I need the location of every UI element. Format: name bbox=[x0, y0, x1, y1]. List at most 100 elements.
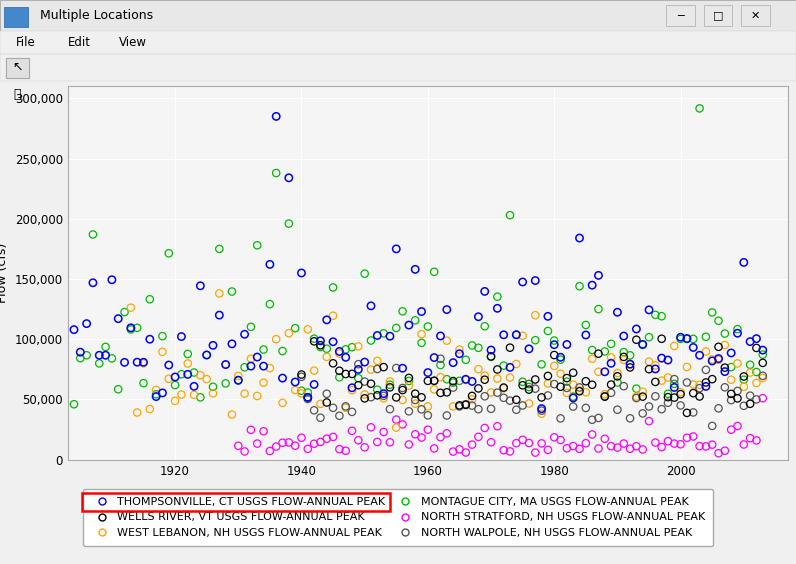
Point bbox=[371, 385, 384, 394]
Point bbox=[314, 413, 327, 422]
Point bbox=[693, 384, 706, 393]
Point bbox=[403, 440, 416, 449]
Point bbox=[308, 439, 321, 448]
Point bbox=[655, 334, 668, 343]
Point bbox=[529, 375, 541, 384]
Point bbox=[302, 325, 314, 334]
Point bbox=[377, 329, 390, 338]
Point bbox=[384, 380, 396, 389]
Point bbox=[712, 316, 725, 325]
Point bbox=[636, 445, 649, 454]
Point bbox=[529, 448, 541, 457]
Point bbox=[560, 373, 573, 382]
Point bbox=[207, 389, 220, 398]
Point bbox=[756, 358, 769, 367]
Point bbox=[283, 173, 295, 182]
Point bbox=[586, 430, 599, 439]
Point bbox=[681, 433, 693, 442]
Point bbox=[93, 359, 106, 368]
Point bbox=[642, 357, 655, 366]
Point bbox=[244, 354, 257, 363]
Legend: THOMPSONVILLE, CT USGS FLOW-ANNUAL PEAK, WELLS RIVER, VT USGS FLOW-ANNUAL PEAK, : THOMPSONVILLE, CT USGS FLOW-ANNUAL PEAK,… bbox=[83, 489, 713, 546]
Point bbox=[434, 332, 447, 341]
Point bbox=[630, 335, 642, 344]
Point bbox=[74, 354, 87, 363]
Point bbox=[194, 393, 207, 402]
Point bbox=[270, 112, 283, 121]
Point bbox=[352, 360, 365, 369]
Point bbox=[523, 345, 536, 354]
Point bbox=[453, 349, 466, 358]
Point bbox=[263, 260, 276, 269]
Point bbox=[668, 374, 681, 384]
Point bbox=[137, 378, 150, 387]
Point bbox=[156, 347, 169, 356]
Point bbox=[472, 365, 485, 374]
Point bbox=[618, 332, 630, 341]
Point bbox=[263, 447, 276, 456]
Point bbox=[693, 442, 706, 451]
Point bbox=[459, 374, 472, 384]
Point bbox=[162, 249, 175, 258]
Point bbox=[365, 393, 377, 402]
Point bbox=[466, 377, 478, 386]
Point bbox=[630, 384, 642, 393]
Point bbox=[541, 327, 554, 336]
Point bbox=[731, 359, 743, 368]
Point bbox=[434, 373, 447, 382]
Point bbox=[700, 442, 712, 451]
Point bbox=[541, 391, 554, 400]
Point bbox=[719, 341, 732, 350]
Point bbox=[427, 444, 440, 453]
Point bbox=[706, 440, 719, 449]
Point bbox=[624, 444, 637, 453]
Point bbox=[333, 366, 345, 375]
Point bbox=[358, 443, 371, 452]
Point bbox=[314, 341, 327, 350]
Point bbox=[201, 350, 213, 359]
Point bbox=[314, 342, 327, 351]
Point bbox=[618, 355, 630, 364]
Point bbox=[478, 371, 491, 380]
Point bbox=[737, 372, 750, 381]
Point bbox=[554, 352, 567, 362]
Point bbox=[560, 389, 573, 398]
Point bbox=[548, 340, 560, 349]
Point bbox=[599, 392, 611, 401]
Point bbox=[548, 380, 560, 389]
Point bbox=[668, 341, 681, 350]
Point bbox=[731, 394, 743, 403]
Point bbox=[535, 439, 548, 448]
Point bbox=[339, 369, 352, 378]
Point bbox=[466, 341, 478, 350]
Point bbox=[681, 334, 693, 343]
Point bbox=[523, 382, 536, 391]
Point bbox=[756, 394, 769, 403]
Point bbox=[605, 380, 618, 389]
Point bbox=[706, 355, 719, 364]
Point bbox=[188, 368, 201, 377]
Point bbox=[535, 406, 548, 415]
Point bbox=[750, 343, 763, 352]
Point bbox=[352, 436, 365, 445]
Point bbox=[440, 429, 453, 438]
Point bbox=[498, 393, 510, 402]
Point bbox=[649, 438, 661, 447]
Point bbox=[510, 405, 523, 414]
Point bbox=[573, 444, 586, 453]
Point bbox=[605, 389, 618, 398]
Point bbox=[434, 433, 447, 442]
Point bbox=[188, 390, 201, 399]
Point bbox=[352, 342, 365, 351]
Point bbox=[143, 295, 156, 304]
Point bbox=[674, 440, 687, 449]
Point bbox=[756, 350, 769, 359]
Point bbox=[339, 402, 352, 411]
Point bbox=[238, 363, 251, 372]
Point bbox=[219, 379, 232, 388]
Point bbox=[232, 441, 244, 450]
Point bbox=[725, 363, 738, 372]
Point bbox=[124, 323, 137, 332]
Point bbox=[459, 376, 472, 385]
Point bbox=[371, 364, 384, 373]
